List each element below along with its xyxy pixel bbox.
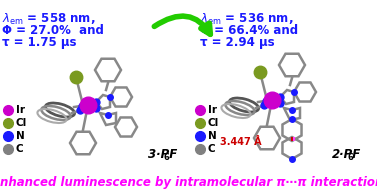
FancyArrowPatch shape [154,16,210,34]
Text: 2·PF: 2·PF [332,149,361,161]
Text: 3.447 Å: 3.447 Å [221,137,262,147]
Text: τ = 2.94 μs: τ = 2.94 μs [200,36,274,49]
Text: C: C [16,144,24,154]
Text: Enhanced luminescence by intramolecular π⋯π interaction: Enhanced luminescence by intramolecular … [0,176,377,189]
Text: Ir: Ir [16,105,25,115]
Text: 6: 6 [347,153,353,161]
Text: Φ = 66.4% and: Φ = 66.4% and [200,24,298,37]
Text: Cl: Cl [16,118,27,128]
Text: Cl: Cl [208,118,219,128]
Text: 3·PF: 3·PF [148,149,177,161]
Text: $\lambda_{\rm em}$ = 558 nm,: $\lambda_{\rm em}$ = 558 nm, [2,12,95,27]
Text: N: N [16,131,25,141]
Text: τ = 1.75 μs: τ = 1.75 μs [2,36,77,49]
Text: Ir: Ir [208,105,217,115]
Text: N: N [208,131,217,141]
Text: 6: 6 [163,153,169,161]
Text: Φ = 27.0%  and: Φ = 27.0% and [2,24,104,37]
Text: C: C [208,144,216,154]
Text: $\lambda_{\rm em}$ = 536 nm,: $\lambda_{\rm em}$ = 536 nm, [200,12,294,27]
